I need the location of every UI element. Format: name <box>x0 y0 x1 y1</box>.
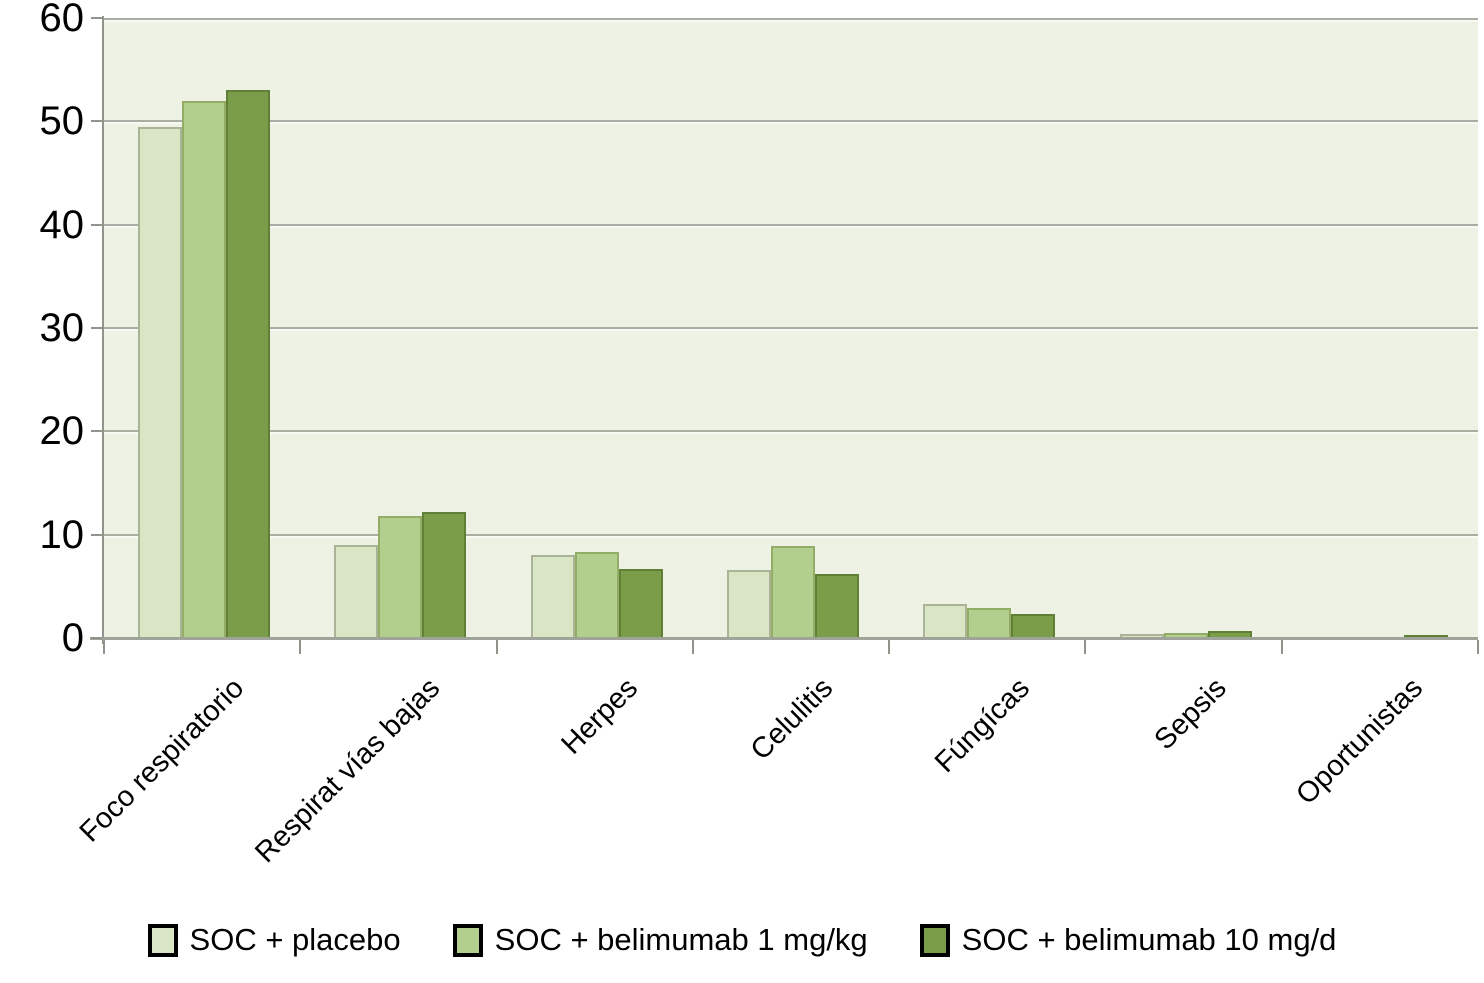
y-axis-label-30: 30 <box>39 306 85 350</box>
x-axis-label-sepsis: Sepsis <box>1148 672 1233 757</box>
legend-label: SOC + belimumab 10 mg/d <box>961 922 1337 957</box>
legend-swatch-icon <box>919 923 950 957</box>
gridline-40 <box>104 223 1478 226</box>
bar-foco-respiratorio-series-3 <box>226 90 270 638</box>
x-axis-tick-5 <box>1084 640 1086 654</box>
y-axis-label-20: 20 <box>39 409 85 454</box>
bar-fungicas-series-2 <box>967 608 1011 638</box>
x-axis-tick-4 <box>888 640 890 654</box>
x-axis-tick-2 <box>496 640 498 654</box>
gridline-50 <box>104 120 1478 123</box>
x-axis-label-respirat-vias-bajas: Respirat vías bajas <box>249 672 447 870</box>
y-axis-tick-0 <box>91 637 103 639</box>
y-axis-label-0: 0 <box>61 616 84 660</box>
y-axis-label-50: 50 <box>39 99 85 144</box>
bar-respirat-vias-bajas-series-2 <box>378 516 422 638</box>
y-axis-tick-60 <box>91 17 103 19</box>
y-axis-tick-50 <box>91 120 103 123</box>
legend-swatch-icon <box>452 923 483 957</box>
y-axis-line <box>102 16 104 644</box>
bar-sepsis-series-3 <box>1208 630 1252 638</box>
y-axis-label-60: 60 <box>39 0 85 40</box>
bar-celulitis-series-1 <box>727 569 771 638</box>
legend-item-soc-placebo: SOC + placebo <box>147 922 401 958</box>
legend: SOC + placebo SOC + belimumab 1 mg/kg SOC … <box>0 922 1484 958</box>
legend-item-soc-belimumab-1-mg-kg: SOC + belimumab 1 mg/kg <box>452 922 868 958</box>
x-axis-tick-3 <box>692 640 694 654</box>
bar-foco-respiratorio-series-2 <box>182 100 226 638</box>
x-axis-label-foco-respiratorio: Foco respiratorio <box>74 672 251 849</box>
y-axis-tick-40 <box>91 223 103 226</box>
plot-area <box>104 18 1478 638</box>
bar-fungicas-series-1 <box>923 603 967 638</box>
bar-oportunistas-series-3 <box>1404 634 1448 638</box>
x-axis-label-herpes: Herpes <box>554 672 644 761</box>
y-axis-tick-30 <box>91 327 103 329</box>
gridline-60 <box>104 18 1478 20</box>
bar-sepsis-series-1 <box>1120 633 1164 638</box>
x-axis-tick-6 <box>1281 640 1283 654</box>
gridline-10 <box>104 533 1478 536</box>
x-axis-label-celulitis: Celulitis <box>745 672 840 767</box>
y-axis-label-40: 40 <box>39 202 85 247</box>
bar-celulitis-series-2 <box>771 546 815 638</box>
gridline-30 <box>104 327 1478 329</box>
bar-fungicas-series-3 <box>1011 614 1055 638</box>
legend-item-soc-belimumab-10-mg-d: SOC + belimumab 10 mg/d <box>919 922 1337 958</box>
legend-swatch-icon <box>147 923 178 957</box>
x-axis-label-fungicas: Fúngícas <box>928 672 1036 779</box>
bar-herpes-series-2 <box>575 552 619 638</box>
bar-foco-respiratorio-series-1 <box>138 126 182 638</box>
x-axis-tick-1 <box>299 640 301 654</box>
bar-herpes-series-3 <box>619 568 663 638</box>
x-axis-tick-0 <box>103 640 105 654</box>
x-axis-label-oportunistas: Oportunistas <box>1289 672 1429 811</box>
bar-sepsis-series-2 <box>1164 632 1208 638</box>
bar-respirat-vias-bajas-series-3 <box>422 511 466 638</box>
y-axis-tick-10 <box>91 533 103 536</box>
legend-label: SOC + belimumab 1 mg/kg <box>494 922 868 957</box>
x-axis-line <box>90 637 1478 640</box>
bar-herpes-series-1 <box>531 555 575 638</box>
legend-label: SOC + placebo <box>189 922 401 957</box>
y-axis-label-10: 10 <box>39 512 85 557</box>
bar-celulitis-series-3 <box>815 573 859 638</box>
gridline-20 <box>104 430 1478 433</box>
bar-respirat-vias-bajas-series-1 <box>334 545 378 638</box>
x-axis-tick-7 <box>1477 640 1479 654</box>
y-axis-tick-20 <box>91 430 103 433</box>
